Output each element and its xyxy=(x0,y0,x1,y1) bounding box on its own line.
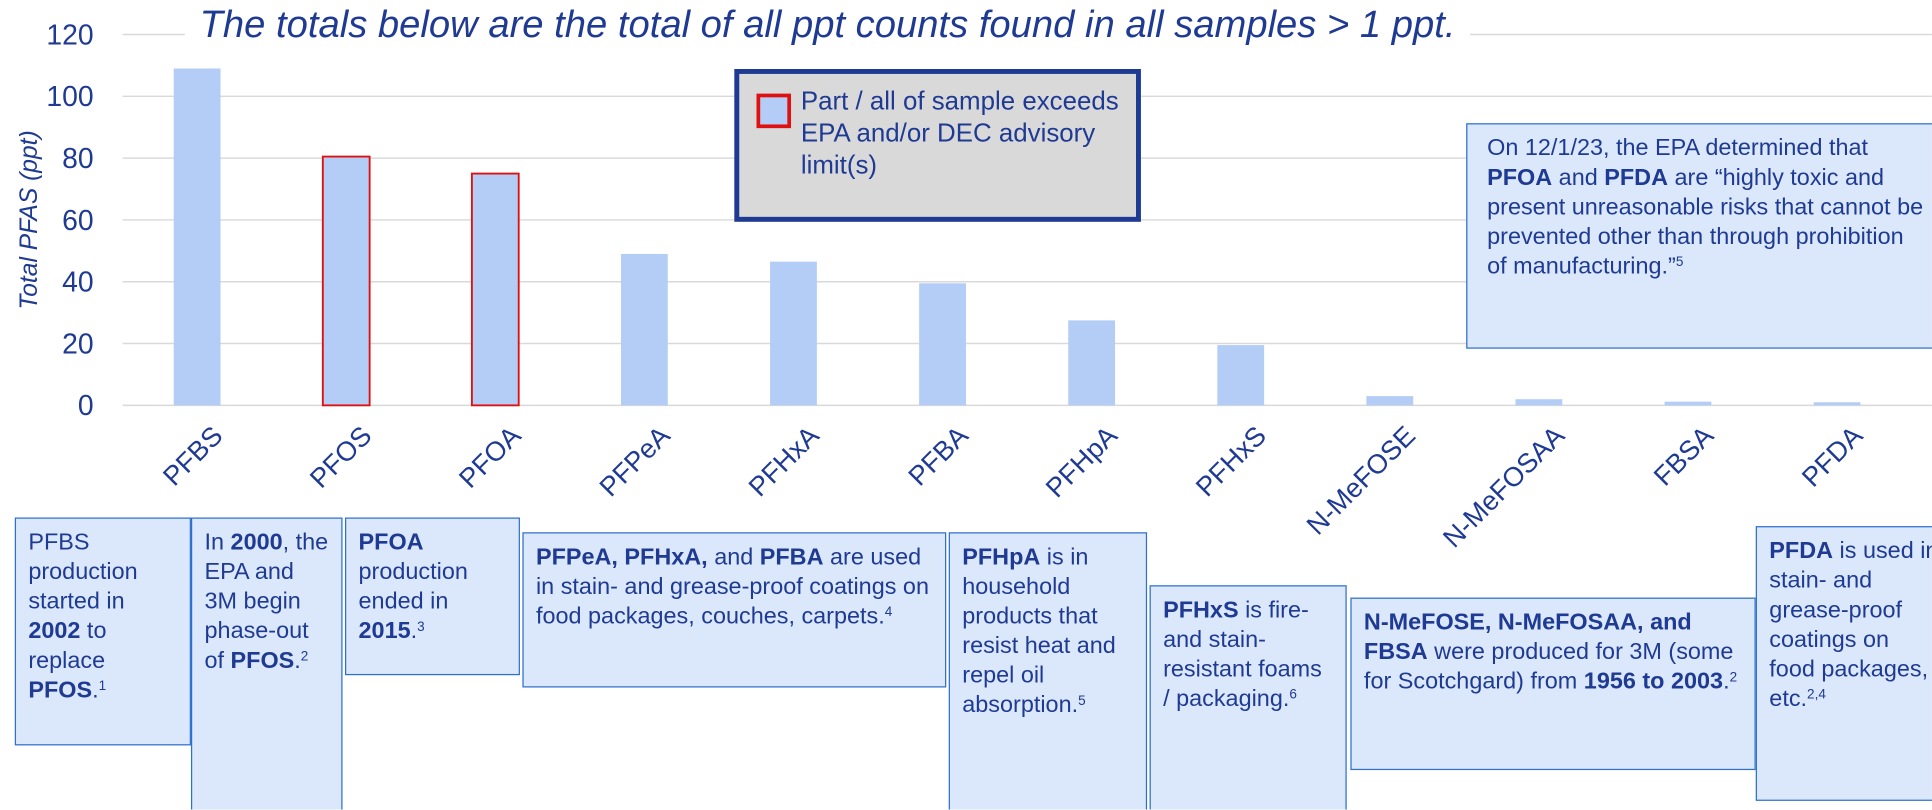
y-tick-label: 40 xyxy=(62,267,94,299)
x-tick-label: N-MeFOSE xyxy=(1300,420,1421,541)
annotation-text: PFBS production started in xyxy=(28,529,138,615)
annotation-text: PFOA xyxy=(1487,165,1553,191)
x-tick-label: N-MeFOSAA xyxy=(1437,419,1571,553)
x-tick-label: PFBS xyxy=(157,420,229,492)
annotation-text: N-MeFOSE, N-MeFOSAA, and FBSA xyxy=(1363,609,1692,666)
annotation-text: . xyxy=(92,677,99,704)
y-tick-label: 120 xyxy=(46,19,93,51)
annotation-text: 4 xyxy=(884,604,893,620)
x-tick-label: PFBA xyxy=(902,419,975,492)
annotation-text: PFHpA xyxy=(962,544,1041,571)
bar xyxy=(620,253,668,406)
annotation: PFOA production ended in 2015.3 xyxy=(344,517,520,676)
x-tick-label: PFPeA xyxy=(593,419,676,502)
annotation-text: 3 xyxy=(417,619,425,635)
annotation-text: PFPeA, PFHxA, xyxy=(535,544,708,571)
annotation-text: PFOS xyxy=(28,677,93,704)
annotation-text: 5 xyxy=(1675,255,1684,270)
annotation-text: . xyxy=(1723,669,1730,695)
bar xyxy=(1813,402,1861,406)
bar xyxy=(321,155,371,407)
annotation-text: 2 xyxy=(300,649,309,665)
annotation: In 2000, the EPA and 3M begin phase-out … xyxy=(190,517,343,810)
x-tick-label: PFDA xyxy=(1795,419,1869,493)
annotation-text: In xyxy=(204,529,231,556)
bar xyxy=(770,261,817,406)
y-tick-label: 100 xyxy=(46,81,93,113)
y-axis-label: Total PFAS (ppt) xyxy=(16,130,43,309)
annotation: PFHpA is in household products that resi… xyxy=(948,532,1148,810)
x-tick-label: PFOS xyxy=(303,420,377,494)
annotation-text: are used in stain- and grease-proof coat… xyxy=(535,544,929,630)
annotation-text: PFDA xyxy=(1769,538,1834,565)
bar xyxy=(1068,320,1116,406)
x-tick-label: PFHxA xyxy=(742,419,825,502)
bar xyxy=(1217,345,1265,406)
annotation-text: . xyxy=(294,648,301,674)
legend-label: Part / all of sample exceeds EPA and/or … xyxy=(800,87,1119,180)
bar xyxy=(173,68,221,406)
bar xyxy=(1515,399,1563,406)
annotation-text: to replace xyxy=(28,618,107,674)
annotation-text: 2002 xyxy=(28,618,81,645)
bar xyxy=(1664,401,1712,406)
annotation-text: PFOA xyxy=(358,529,424,556)
annotation-text: and xyxy=(707,544,760,571)
annotation-text: is in household products that resist hea… xyxy=(962,544,1116,719)
annotation-text: On 12/1/23, the EPA determined that xyxy=(1487,135,1869,162)
annotation-text: are “highly toxic and present unreasonab… xyxy=(1487,165,1924,280)
annotation-text: and xyxy=(1552,165,1605,191)
x-tick-label: FBSA xyxy=(1647,419,1720,492)
annotation: PFBS production started in 2002 to repla… xyxy=(14,517,191,746)
annotation-text: . xyxy=(410,618,418,645)
annotation-text: 1956 to 2003 xyxy=(1583,669,1724,695)
annotation: On 12/1/23, the EPA determined that PFOA… xyxy=(1466,123,1932,349)
annotation: N-MeFOSE, N-MeFOSAA, and FBSA were produ… xyxy=(1350,597,1756,771)
annotation: PFHxS is fire- and stain-resistant foams… xyxy=(1149,585,1347,810)
bar xyxy=(919,283,966,406)
y-tick-label: 20 xyxy=(62,328,94,360)
annotation-text: 6 xyxy=(1289,687,1297,703)
annotation-text: PFOS xyxy=(230,648,295,674)
legend: Part / all of sample exceeds EPA and/or … xyxy=(734,68,1141,222)
bar xyxy=(1366,396,1414,406)
annotation: PFPeA, PFHxA, and PFBA are used in stain… xyxy=(522,532,947,688)
annotation-text: PFHxS xyxy=(1163,597,1239,624)
annotation-text: , the EPA and 3M begin phase-out of xyxy=(204,529,329,674)
annotation-text: 2015 xyxy=(358,618,411,645)
chart-title: The totals below are the total of all pp… xyxy=(184,2,1471,47)
x-tick-label: PFHpA xyxy=(1039,419,1123,503)
legend-swatch xyxy=(756,93,792,129)
annotation-text: PFBA xyxy=(759,544,824,571)
y-tick-label: 0 xyxy=(78,390,94,422)
annotation-text: production ended in xyxy=(358,559,468,615)
annotation-text: is used in stain- and grease-proof coati… xyxy=(1769,538,1932,713)
annotation-text: PFDA xyxy=(1604,165,1668,191)
annotation-text: 2 xyxy=(1729,670,1738,686)
annotation-text: were produced for 3M (some for Scotchgar… xyxy=(1363,639,1734,695)
annotation: PFDA is used in stain- and grease-proof … xyxy=(1755,526,1932,801)
bar xyxy=(470,172,520,407)
x-tick-label: PFOA xyxy=(453,419,528,494)
x-tick-label: PFHxS xyxy=(1189,420,1272,503)
y-tick-label: 80 xyxy=(62,143,94,175)
annotation-text: 2,4 xyxy=(1807,687,1826,703)
annotation-text: 1 xyxy=(98,678,107,694)
annotation-text: 5 xyxy=(1078,693,1086,709)
annotation-text: is fire- and stain-resistant foams / pac… xyxy=(1163,597,1322,713)
annotation-text: 2000 xyxy=(230,529,283,556)
y-tick-label: 60 xyxy=(62,205,94,237)
